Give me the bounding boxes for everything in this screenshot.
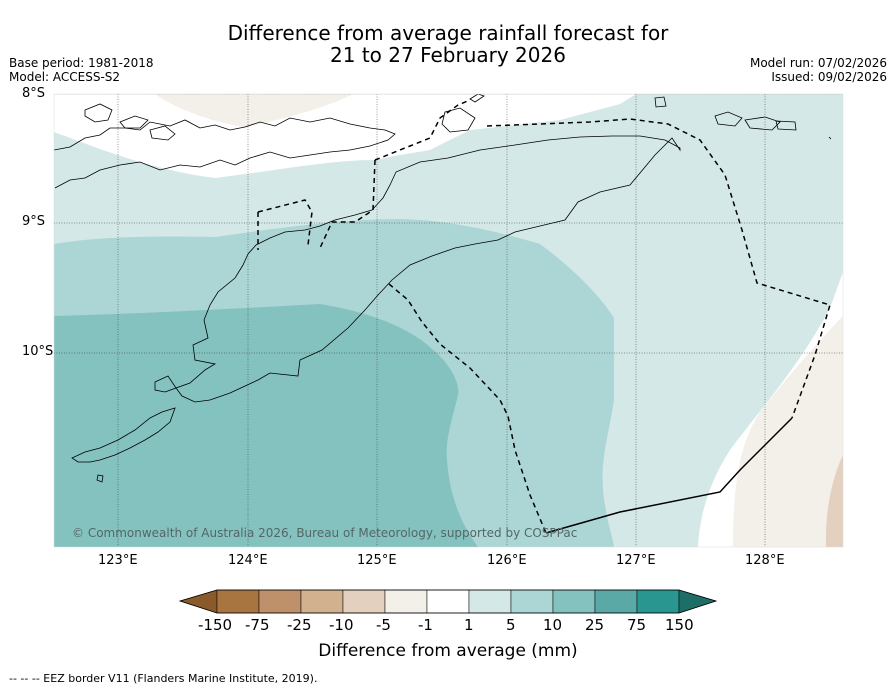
model-label: Model: ACCESS-S2: [9, 70, 121, 84]
colorbar-outline: [178, 589, 718, 614]
map-title-line2: 21 to 27 February 2026: [330, 43, 566, 67]
colorbar-tick-label: 25: [585, 616, 605, 634]
colorbar-swatch-11: [636, 589, 680, 614]
colorbar-swatch-5: [384, 589, 428, 614]
colorbar-swatch-7: [468, 589, 512, 614]
colorbar-tick-label: -150: [198, 616, 233, 634]
band-tan-corner: [825, 455, 843, 547]
colorbar-swatch-6: [426, 589, 470, 614]
map-grid: [54, 94, 843, 547]
lon-label-127e: 127°E: [616, 553, 656, 568]
colorbar-swatch-2: [258, 589, 302, 614]
lon-label-123e: 123°E: [98, 553, 138, 568]
colorbar-swatch-low-extend: [179, 589, 218, 614]
colorbar-tick-label: -1: [418, 616, 433, 634]
colorbar-swatch-8: [510, 589, 554, 614]
colorbar-tick-label: 75: [627, 616, 647, 634]
eez-border: [257, 99, 831, 534]
eez-footnote: -- -- -- EEZ border V11 (Flanders Marine…: [9, 672, 318, 685]
colorbar-tick-label: -75: [245, 616, 270, 634]
lon-label-126e: 126°E: [487, 553, 527, 568]
map-area: [54, 94, 843, 547]
colorbar-tick-label: 10: [543, 616, 563, 634]
coastlines: [54, 94, 832, 483]
colorbar-swatch-9: [552, 589, 596, 614]
colorbar-swatch-3: [300, 589, 344, 614]
colorbar-swatch-4: [342, 589, 386, 614]
colorbar-swatch-high-extend: [678, 589, 717, 614]
lat-label-8s: 8°S: [22, 86, 46, 101]
border-solid-segment: [545, 417, 793, 534]
lat-label-9s: 9°S: [22, 214, 46, 229]
lon-label-125e: 125°E: [357, 553, 397, 568]
band-10-25: [54, 304, 478, 547]
map-title-line1: Difference from average rainfall forecas…: [227, 21, 669, 45]
colorbar-tick-label: -5: [376, 616, 391, 634]
colorbar-tick-label: 150: [665, 616, 694, 634]
issued-label: Issued: 09/02/2026: [771, 70, 887, 84]
colorbar-tick-label: -10: [329, 616, 354, 634]
lon-label-124e: 124°E: [228, 553, 268, 568]
colorbar-tick-label: -25: [287, 616, 312, 634]
model-run-label: Model run: 07/02/2026: [749, 56, 887, 70]
colorbar-tick-label: 5: [506, 616, 516, 634]
copyright-notice: © Commonwealth of Australia 2026, Bureau…: [72, 526, 578, 540]
colorbar-swatch-10: [594, 589, 638, 614]
base-period-label: Base period: 1981-2018: [9, 56, 154, 70]
lat-label-10s: 10°S: [22, 344, 54, 359]
map-frame: [53, 93, 844, 548]
band-tan-southeast: [733, 316, 843, 547]
colorbar-tick-label: 1: [464, 616, 474, 634]
colorbar-title: Difference from average (mm): [318, 641, 578, 661]
colorbar: [178, 589, 718, 614]
lon-label-128e: 128°E: [745, 553, 785, 568]
colorbar-swatch-1: [216, 589, 260, 614]
band-tan-north: [155, 94, 353, 127]
